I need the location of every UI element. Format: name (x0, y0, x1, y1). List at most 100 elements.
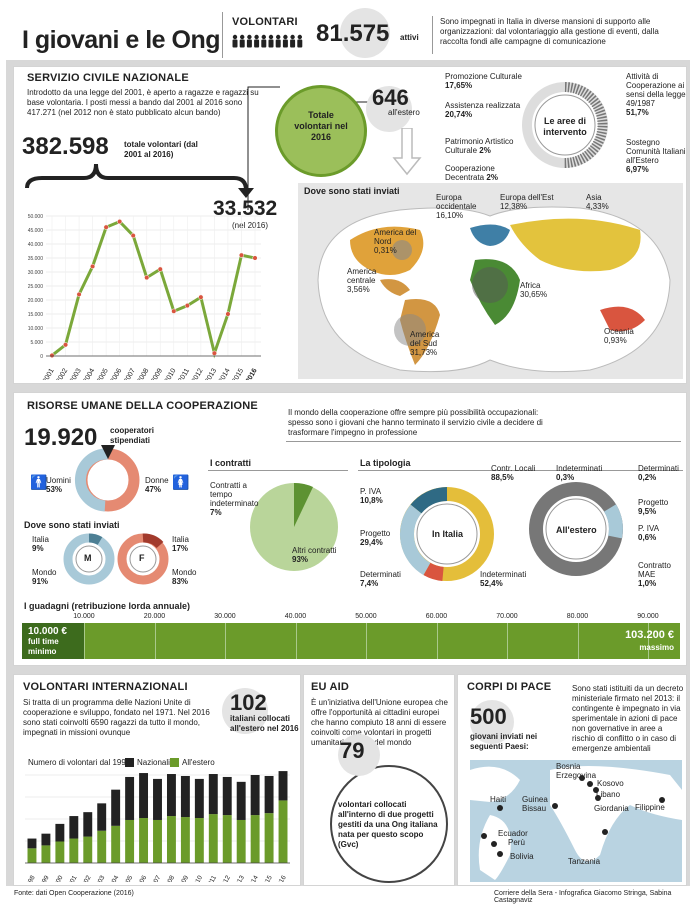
bar-estero (264, 813, 274, 863)
country-giordania: Giordania (594, 804, 629, 813)
bar-estero (97, 830, 107, 863)
servizio-2016: 33.532 (213, 197, 278, 220)
guadagni-title: I guadagni (retribuzione lorda annuale) (24, 601, 191, 611)
tipologia-line (358, 470, 683, 471)
data-point (49, 352, 55, 358)
x-tick-label: 2008 (163, 874, 176, 882)
data-point (171, 308, 177, 314)
map1-asia: Asia 4,33% (586, 193, 609, 211)
internazionali-text: Si tratta di un programma delle Nazioni … (23, 698, 210, 737)
bar-estero (41, 845, 51, 863)
estero-center: All'estero (556, 525, 597, 535)
map1-centrale: America centrale 3,56% (347, 267, 377, 294)
euaid-number-label: volontari collocati all'interno di due p… (338, 800, 438, 849)
salary-tick-line (436, 623, 438, 659)
it-progetto: Progetto 29,4% (360, 529, 391, 547)
x-tick-label: 2010 (191, 874, 204, 882)
risorse-number-label: cooperatori stipendiati (110, 426, 155, 445)
es-locali: Contr. Locali 88,5% (491, 464, 536, 482)
x-tick-label: 2001 (65, 874, 78, 882)
people-icons (232, 34, 303, 48)
servizio-2016-label: (nel 2016) (232, 221, 269, 230)
bar-estero (69, 838, 79, 863)
bar-nazionali (250, 775, 260, 816)
data-point (198, 294, 204, 300)
guadagni-max: 103.200 € massimo (625, 629, 674, 652)
bar-estero (125, 819, 135, 863)
contratti-altri: Altri contratti 93% (292, 546, 337, 564)
aree-item-assistenza: Assistenza realizzata 20,74% (445, 101, 521, 119)
volontari-label: VOLONTARI (232, 16, 298, 28)
data-point (225, 311, 231, 317)
data-point (103, 224, 109, 230)
data-point (130, 233, 136, 239)
m-italia: Italia 9% (32, 535, 49, 553)
person-icon (232, 34, 238, 40)
woman-icon: 🚺 (172, 474, 190, 490)
es-piva: P. IVA 0,6% (638, 524, 660, 542)
x-tick-label: 2002 (79, 874, 92, 882)
internazionali-title: VOLONTARI INTERNAZIONALI (23, 681, 188, 693)
y-tick-label: 30.000 (28, 270, 44, 276)
euaid-circle (330, 765, 448, 883)
m-mondo: Mondo 91% (32, 568, 57, 586)
x-tick-label: 2005 (121, 874, 134, 882)
salary-tick-line (507, 623, 508, 659)
corpi-number-label: giovani inviati nei seguenti Paesi: (470, 732, 538, 751)
legend-est-swatch (170, 758, 179, 767)
int-circle (222, 688, 268, 734)
y-tick-label: 50.000 (28, 214, 44, 220)
person-icon (276, 34, 281, 40)
x-tick-label: 2015 (231, 367, 245, 380)
person-icon (283, 34, 288, 40)
it-det: Determinati 7,4% (360, 570, 401, 588)
corpi-circle (470, 700, 514, 744)
x-tick-label: 2004 (107, 874, 120, 882)
bar-nazionali (27, 838, 37, 849)
x-tick-label: 2001 (42, 367, 56, 380)
salary-tick-line (154, 623, 156, 659)
bar-nazionali (222, 776, 232, 816)
bar-nazionali (236, 781, 246, 820)
salary-tick-line (84, 623, 85, 659)
data-point (184, 303, 190, 309)
bar-estero (166, 816, 176, 863)
bar-nazionali (41, 833, 51, 846)
legend-naz-swatch (125, 758, 134, 767)
f-letter: F (139, 553, 145, 563)
f-italia: Italia 17% (172, 535, 189, 553)
bar-estero (153, 819, 162, 863)
italia-donut (400, 487, 494, 581)
x-tick-label: 2010 (164, 367, 178, 380)
x-tick-label: 2002 (55, 367, 69, 380)
x-tick-label: 2011 (177, 367, 191, 380)
estero-circle (366, 86, 412, 132)
totale-label: Totale volontari nel 2016 (294, 110, 348, 142)
bar-nazionali (278, 771, 288, 801)
data-point (157, 266, 163, 272)
x-tick-label: 2005 (96, 367, 110, 380)
country-kosovo: Kosovo (597, 779, 624, 788)
salary-tick-label: 30.000 (214, 613, 236, 620)
x-tick-label: 2016 (274, 874, 287, 882)
m-letter: M (84, 553, 92, 563)
internazionali-bar-chart: 1998199920002001200220032004200520062007… (23, 771, 290, 882)
volontari-text: Sono impegnati in Italia in diverse mans… (440, 17, 659, 46)
person-body (297, 39, 303, 48)
risorse-line (286, 441, 681, 442)
risorse-number: 19.920 (24, 424, 98, 451)
internazionali-number-label: italiani collocati all'estero nel 2016 (230, 714, 299, 733)
x-tick-label: 2008 (137, 367, 151, 380)
bar-estero (236, 819, 246, 863)
euaid-title: EU AID (311, 681, 350, 693)
salary-tick-line (577, 623, 579, 659)
data-point (144, 275, 150, 281)
bar-nazionali (194, 778, 204, 819)
volontari-circle (340, 8, 390, 58)
country-bosnia: Bosnia Erzegovina (556, 762, 597, 780)
euaid-number: 79 (340, 738, 365, 763)
bar-estero (83, 836, 93, 863)
x-tick-label: 2014 (218, 367, 232, 380)
legend-naz: Nazionali (137, 758, 170, 767)
int-chart-caption: Numero di volontari dal 1998 (28, 758, 131, 767)
